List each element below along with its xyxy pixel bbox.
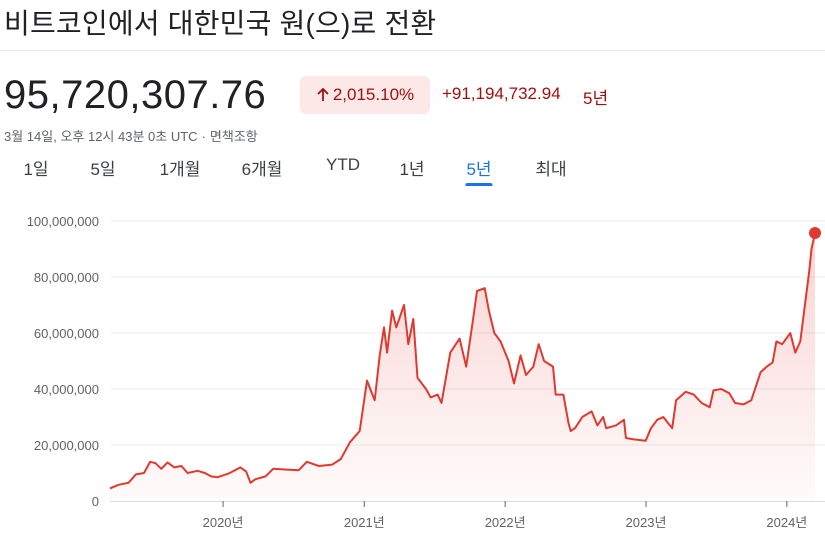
arrow-up-icon <box>316 88 330 102</box>
x-axis-ticks: 2020년 2021년 2022년 2023년 2024년 <box>203 501 807 530</box>
current-price: 95,720,307.76 <box>4 73 267 117</box>
x-tick-label: 2024년 <box>766 515 807 530</box>
range-tab-1[interactable]: 5일 <box>90 160 116 179</box>
range-tab-5[interactable]: 1년 <box>399 160 425 179</box>
range-tab-0[interactable]: 1일 <box>23 160 49 179</box>
y-tick-label: 0 <box>92 494 99 509</box>
x-tick-label: 2022년 <box>485 515 526 530</box>
range-tab-4[interactable]: YTD <box>326 155 360 174</box>
page-title: 비트코인에서 대한민국 원(으)로 전환 <box>4 8 437 39</box>
x-tick-label: 2020년 <box>203 515 244 530</box>
price-area-fill <box>110 233 815 501</box>
x-tick-label: 2023년 <box>626 515 667 530</box>
y-axis-ticks: 0 20,000,000 40,000,000 60,000,000 80,000,00… <box>27 214 99 509</box>
change-period: 5년 <box>583 89 609 108</box>
y-tick-label: 80,000,000 <box>34 270 99 285</box>
change-percent-badge: 2,015.10% <box>300 76 430 114</box>
title-divider <box>0 50 825 51</box>
y-tick-label: 60,000,000 <box>34 326 99 341</box>
price-line <box>109 232 816 490</box>
x-tick-label: 2021년 <box>344 515 385 530</box>
separator: · <box>201 129 206 144</box>
range-tab-6[interactable]: 5년 <box>465 155 493 186</box>
change-absolute: +91,194,732.94 <box>442 84 561 103</box>
range-tab-3[interactable]: 6개월 <box>241 160 283 179</box>
disclaimer-link[interactable]: 면책조항 <box>209 129 258 144</box>
y-tick-label: 40,000,000 <box>34 382 99 397</box>
range-tabs: 1일 5일 1개월 6개월 YTD 1년 5년 최대 <box>0 155 620 189</box>
current-price-dot <box>809 226 821 239</box>
range-tab-2[interactable]: 1개월 <box>159 160 201 179</box>
range-tab-7[interactable]: 최대 <box>535 160 567 179</box>
price-chart: 0 20,000,000 40,000,000 60,000,000 80,000,00… <box>27 214 825 530</box>
y-tick-label: 20,000,000 <box>34 438 99 453</box>
timestamp-line: 3월 14일, 오후 12시 43분 0초 UTC · 면책조항 <box>4 126 258 145</box>
y-tick-label: 100,000,000 <box>27 214 99 229</box>
timestamp: 3월 14일, 오후 12시 43분 0초 UTC <box>4 129 198 144</box>
change-percent: 2,015.10% <box>332 85 415 104</box>
